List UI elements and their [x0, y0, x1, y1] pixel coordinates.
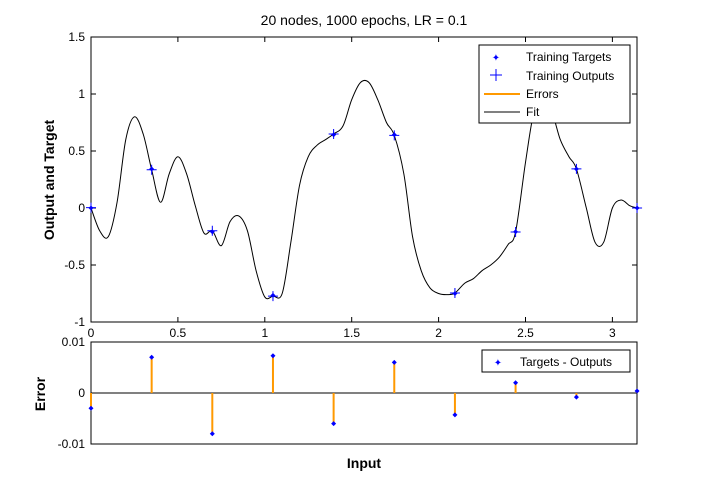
- top-x-tick-label: 0.5: [170, 326, 187, 340]
- error-point: [391, 359, 397, 365]
- top-y-tick-label: -1: [74, 315, 85, 329]
- error-point: [573, 394, 579, 400]
- error-point: [452, 412, 458, 418]
- error-point: [270, 353, 276, 359]
- legend-training-targets: Training Targets: [526, 50, 611, 64]
- legend-error-marker: ✦: [494, 358, 502, 369]
- output-point: [267, 291, 278, 302]
- legend-targets-outputs: Targets - Outputs: [520, 355, 612, 369]
- legend-output-marker: [490, 69, 502, 81]
- top-x-tick-label: 0: [88, 326, 95, 340]
- output-point: [510, 226, 521, 237]
- legend-errors: Errors: [526, 87, 559, 101]
- bottom-y-tick-label: -0.01: [58, 437, 86, 451]
- top-legend: ✦ Training Targets Training Outputs Erro…: [478, 44, 631, 124]
- top-x-tick-label: 1.5: [343, 326, 360, 340]
- output-point: [86, 202, 96, 213]
- top-x-ticks: 0 0.5 1 1.5 2 2.5 3: [88, 37, 616, 340]
- legend-fit: Fit: [526, 105, 540, 119]
- bottom-legend: ✦ Targets - Outputs: [481, 349, 631, 373]
- output-point: [328, 129, 339, 140]
- top-x-tick-label: 3: [609, 326, 616, 340]
- output-point: [207, 225, 218, 236]
- error-points: [88, 353, 640, 437]
- output-point: [146, 164, 157, 175]
- top-y-tick-label: 1: [78, 87, 85, 101]
- top-plot: -1 -0.5 0 0.5 1 1.5 0 0.5 1 1.5 2 2.5 3 20 nodes, 1…: [41, 12, 643, 340]
- error-point: [513, 380, 519, 386]
- bottom-legend-box: [481, 349, 631, 373]
- legend-target-marker: ✦: [492, 53, 500, 64]
- top-chart-title: 20 nodes, 1000 epochs, LR = 0.1: [261, 12, 468, 28]
- top-y-tick-label: 0: [78, 201, 85, 215]
- bottom-plot: -0.01 0 0.01 Input Error ✦ Targets - Outpu…: [32, 335, 640, 471]
- bottom-y-ticks: -0.01 0 0.01: [58, 335, 637, 451]
- output-point: [389, 130, 400, 141]
- top-legend-box: [478, 44, 631, 124]
- bottom-y-tick-label: 0: [78, 386, 85, 400]
- top-y-ticks: -1 -0.5 0 0.5 1 1.5: [64, 30, 637, 329]
- error-point: [209, 431, 215, 437]
- top-y-tick-label: -0.5: [64, 258, 85, 272]
- top-y-axis-label: Output and Target: [41, 120, 57, 241]
- training-outputs: [86, 129, 643, 302]
- error-point: [331, 421, 337, 427]
- error-point: [88, 405, 94, 411]
- top-x-tick-label: 2.5: [517, 326, 534, 340]
- output-point: [632, 203, 643, 213]
- bottom-y-tick-label: 0.01: [62, 335, 86, 349]
- top-y-tick-label: 0.5: [68, 144, 85, 158]
- bottom-x-axis-label: Input: [347, 455, 382, 471]
- output-point: [449, 288, 460, 299]
- legend-training-outputs: Training Outputs: [526, 69, 614, 83]
- top-y-tick-label: 1.5: [68, 30, 85, 44]
- top-x-tick-label: 2: [435, 326, 442, 340]
- bottom-y-axis-label: Error: [32, 376, 48, 411]
- output-point: [571, 163, 582, 174]
- error-point: [634, 388, 640, 394]
- error-point: [149, 354, 155, 360]
- top-x-tick-label: 1: [261, 326, 268, 340]
